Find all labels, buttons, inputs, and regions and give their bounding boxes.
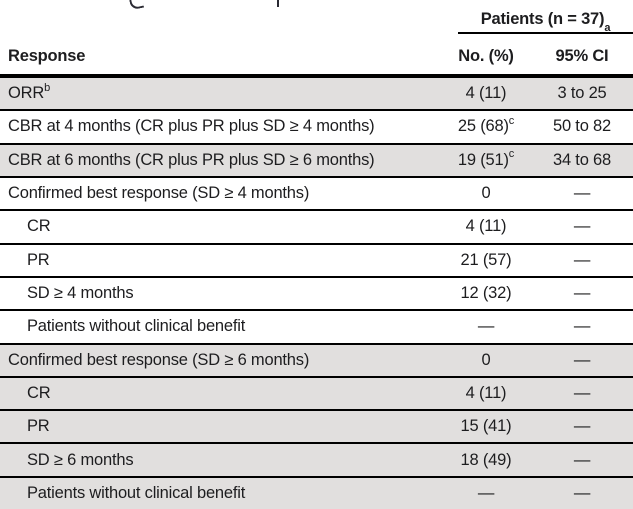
no-pct-value: 19 (51)c — [457, 148, 515, 169]
table-row-no-benefit-6mo: Patients without clinical benefit — — — [0, 475, 633, 509]
column-header-no-pct: No. (%) — [458, 46, 514, 65]
response-label: CR — [27, 383, 51, 402]
no-pct-value: 0 — [481, 350, 491, 369]
ci-value: 3 to 25 — [557, 84, 607, 103]
ci-value: — — [573, 184, 591, 203]
patients-spanner-heading: Patients (n = 37) a — [458, 0, 633, 34]
table-row-confirmed-4mo: Confirmed best response (SD ≥ 4 months) … — [0, 175, 633, 210]
no-pct-value: 12 (32) — [460, 284, 512, 303]
response-label: SD ≥ 6 months — [27, 450, 134, 469]
no-pct-value: — — [477, 317, 495, 336]
ci-value: — — [573, 250, 591, 269]
ci-value: — — [573, 350, 591, 369]
response-label: CR — [27, 217, 51, 236]
response-label: CBR at 4 months (CR plus PR plus SD ≥ 4 … — [8, 117, 375, 136]
response-label: SD ≥ 4 months — [27, 284, 134, 303]
ci-value: — — [573, 383, 591, 402]
cropped-title-fragment — [128, 0, 145, 11]
footnote-marker-c: c — [508, 114, 515, 127]
response-label: PR — [27, 417, 50, 436]
ci-value: 34 to 68 — [552, 150, 612, 169]
table-row-confirmed-6mo: Confirmed best response (SD ≥ 6 months) … — [0, 342, 633, 376]
no-pct-value: 15 (41) — [460, 417, 512, 436]
column-header-response: Response — [8, 46, 86, 65]
ci-value: 50 to 82 — [552, 117, 612, 136]
response-label: ORRb — [8, 81, 50, 103]
no-pct-value: 4 (11) — [465, 217, 507, 236]
table-row-sd-6mo: SD ≥ 6 months 18 (49) — — [0, 442, 633, 476]
no-pct-value: 4 (11) — [465, 383, 507, 402]
ci-value: — — [573, 217, 591, 236]
no-pct-value: 18 (49) — [460, 450, 512, 469]
footnote-marker-b: b — [44, 81, 50, 94]
ci-value: — — [573, 284, 591, 303]
column-header-row: Response No. (%) 95% CI — [0, 34, 633, 78]
cropped-title-fragment — [277, 0, 279, 7]
response-label: Patients without clinical benefit — [27, 317, 246, 336]
table-body: ORRb 4 (11) 3 to 25 CBR at 4 months (CR … — [0, 78, 633, 509]
no-pct-value: 4 (11) — [465, 84, 507, 103]
table-row-cr-6mo: CR 4 (11) — — [0, 375, 633, 410]
column-header-ci: 95% CI — [555, 46, 609, 65]
ci-value: — — [573, 450, 591, 469]
table-row-pr-4mo: PR 21 (57) — — [0, 242, 633, 276]
no-pct-value: 25 (68)c — [457, 114, 515, 136]
response-label: Confirmed best response (SD ≥ 4 months) — [8, 184, 310, 203]
response-label: CBR at 6 months (CR plus PR plus SD ≥ 6 … — [8, 150, 375, 169]
table-row-orr: ORRb 4 (11) 3 to 25 — [0, 78, 633, 110]
response-label: Patients without clinical benefit — [27, 483, 246, 502]
table-row-cbr-6mo: CBR at 6 months (CR plus PR plus SD ≥ 6 … — [0, 142, 633, 176]
table-row-sd-4mo: SD ≥ 4 months 12 (32) — — [0, 275, 633, 310]
ci-value: — — [573, 417, 591, 436]
table-row-no-benefit-4mo: Patients without clinical benefit — — — [0, 309, 633, 343]
ci-value: — — [573, 317, 591, 336]
table-row-cr-4mo: CR 4 (11) — — [0, 209, 633, 243]
patients-spanner-text: Patients (n = 37) — [480, 10, 605, 28]
no-pct-value: 21 (57) — [460, 250, 512, 269]
no-pct-value: — — [477, 483, 495, 502]
response-label: Confirmed best response (SD ≥ 6 months) — [8, 350, 310, 369]
no-pct-value: 0 — [481, 184, 491, 203]
ci-value: — — [573, 483, 591, 502]
table-row-cbr-4mo: CBR at 4 months (CR plus PR plus SD ≥ 4 … — [0, 109, 633, 143]
response-label: PR — [27, 250, 50, 269]
footnote-marker-c: c — [508, 148, 515, 161]
table-row-pr-6mo: PR 15 (41) — — [0, 409, 633, 443]
